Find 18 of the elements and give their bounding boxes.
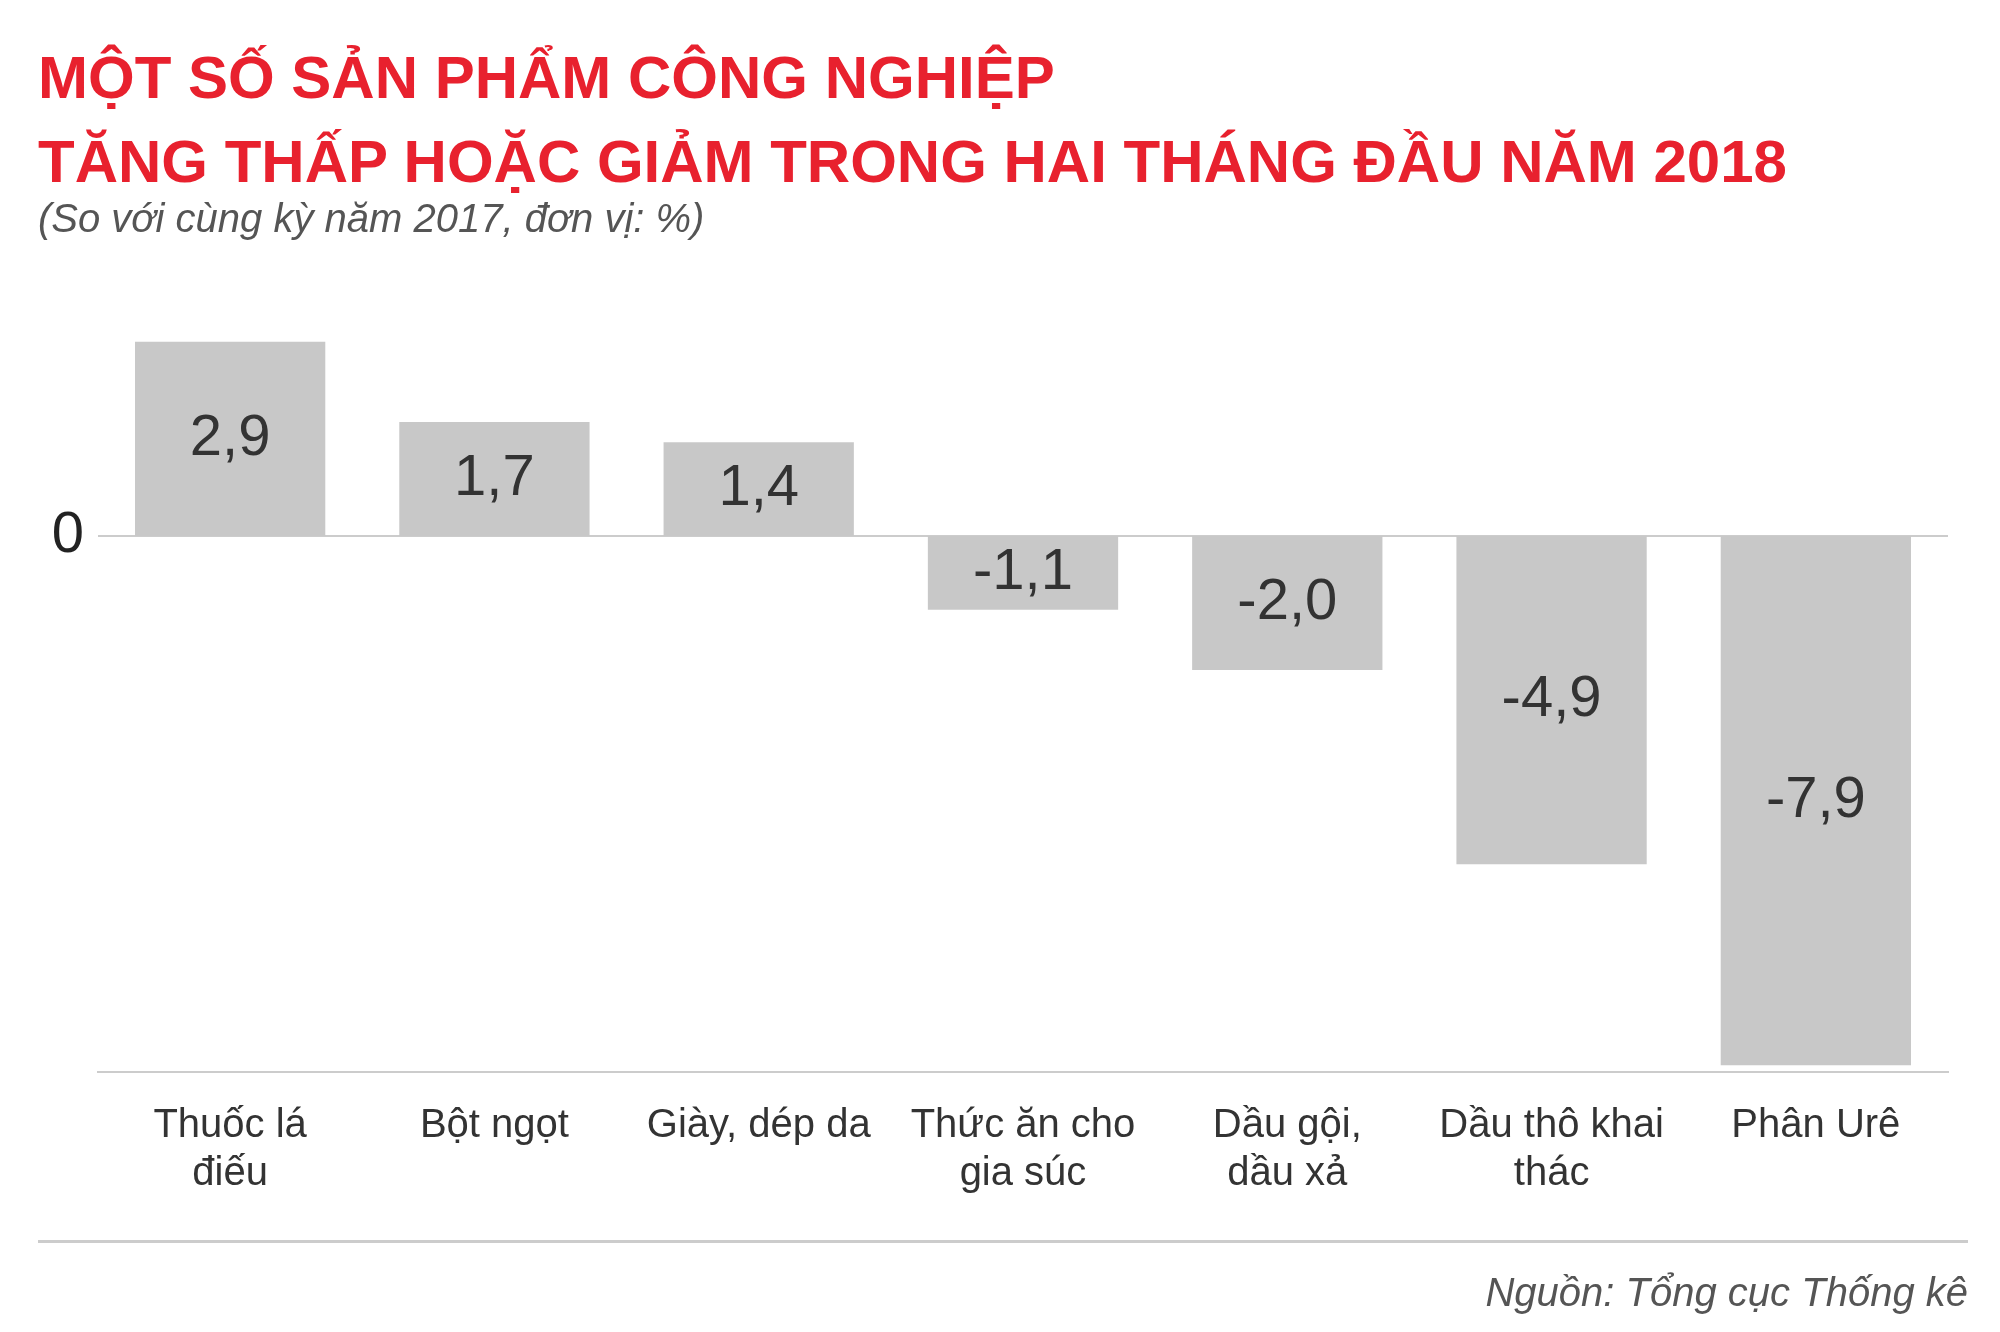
x-tick-label: Thuốc lá điếu: [153, 1101, 308, 1194]
data-label: -4,9: [1501, 663, 1602, 729]
data-label: -1,1: [973, 535, 1073, 601]
x-tick-label: Giày, dép da: [646, 1101, 872, 1146]
chart-title: MỘT SỐ SẢN PHẨM CÔNG NGHIỆP TĂNG THẤP HOẶC GIẢM TRONG HAI THÁNG ĐẦU NĂM 2018: [38, 43, 1787, 195]
x-tick-label: Phân Urê: [1731, 1101, 1901, 1146]
data-label: -7,9: [1765, 763, 1866, 829]
x-tick-label: Bột ngọt: [419, 1101, 569, 1146]
ref-line-label: 0: [51, 499, 84, 564]
data-label: 1,4: [718, 452, 800, 518]
data-label: 2,9: [189, 401, 271, 467]
text: Nguồn: Tổng cục Thống kê: [1485, 1270, 1968, 1315]
chart-subtitle: (So với cùng kỳ năm 2017, đơn vị: %): [38, 196, 705, 241]
x-tick-label: Dầu gội, dầu xả: [1212, 1101, 1362, 1194]
x-tick-label: Thức ăn cho gia súc: [910, 1101, 1136, 1194]
data-label: -2,0: [1237, 566, 1338, 631]
x-tick-label: Dầu thô khai thác: [1439, 1101, 1664, 1194]
data-label: 1,7: [454, 442, 535, 508]
